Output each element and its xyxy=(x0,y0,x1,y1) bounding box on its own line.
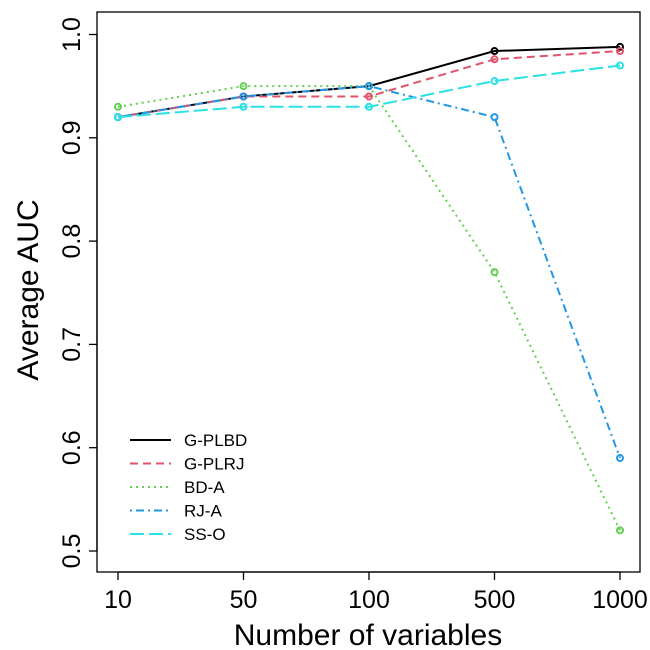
data-point xyxy=(365,82,373,91)
x-tick-label: 50 xyxy=(230,586,258,614)
legend-item: BD-A xyxy=(130,478,225,497)
data-point xyxy=(490,47,499,56)
series-line xyxy=(117,85,621,459)
data-point xyxy=(239,82,248,91)
x-axis-title: Number of variables xyxy=(234,619,502,650)
data-point xyxy=(114,113,122,122)
y-axis-title: Average AUC xyxy=(12,199,45,380)
legend-item: G-PLRJ xyxy=(130,455,244,474)
data-point xyxy=(365,102,373,111)
data-point xyxy=(239,102,248,111)
y-tick-label: 0.6 xyxy=(58,430,86,465)
x-tick-label: 100 xyxy=(348,586,390,614)
y-tick-label: 1.0 xyxy=(58,17,86,52)
data-point xyxy=(616,61,624,70)
y-tick-label: 0.7 xyxy=(58,327,86,362)
data-point xyxy=(616,47,624,56)
legend-label: SS-O xyxy=(184,525,226,544)
y-tick-label: 0.9 xyxy=(58,120,86,155)
data-point xyxy=(490,268,499,277)
legend-label: RJ-A xyxy=(184,502,222,521)
data-point xyxy=(490,55,499,64)
legend-item: G-PLBD xyxy=(130,431,247,450)
legend-label: BD-A xyxy=(184,478,225,497)
data-point xyxy=(616,454,624,463)
series-ss-o xyxy=(114,61,624,122)
data-point xyxy=(239,92,248,101)
data-point xyxy=(616,42,624,51)
legend: G-PLBD G-PLRJ BD-A RJ-A SS-O xyxy=(130,431,247,544)
series-layer xyxy=(114,42,624,535)
legend-label: G-PLRJ xyxy=(184,455,244,474)
y-tick-label: 0.5 xyxy=(58,534,86,569)
data-point xyxy=(490,76,499,85)
data-point xyxy=(365,92,373,101)
legend-item: SS-O xyxy=(130,525,226,544)
legend-item: RJ-A xyxy=(130,502,222,521)
data-point xyxy=(490,113,499,122)
x-tick-label: 1000 xyxy=(592,586,648,614)
x-axis: 10 50 100 500 1000 xyxy=(104,571,648,614)
data-point xyxy=(114,102,122,111)
series-line xyxy=(117,64,621,119)
series-rj-a xyxy=(114,82,624,463)
x-tick-label: 10 xyxy=(104,586,132,614)
data-point xyxy=(616,526,624,535)
y-axis: 0.5 0.6 0.7 0.8 0.9 1.0 xyxy=(58,17,98,569)
x-tick-label: 500 xyxy=(474,586,516,614)
legend-label: G-PLBD xyxy=(184,431,247,450)
y-tick-label: 0.8 xyxy=(58,224,86,259)
